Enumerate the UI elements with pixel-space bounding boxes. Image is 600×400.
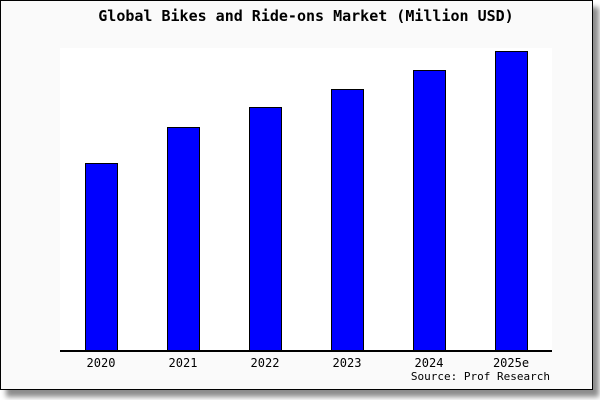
x-tick-2021: 2021: [168, 356, 198, 370]
chart-title: Global Bikes and Ride-ons Market (Millio…: [98, 7, 514, 25]
x-axis-line: [60, 350, 552, 352]
plot-area: [60, 48, 552, 351]
bar-2025e: [494, 51, 528, 351]
chart-canvas: Global Bikes and Ride-ons Market (Millio…: [0, 0, 593, 390]
bar-2022: [248, 107, 282, 351]
x-tick-2023: 2023: [332, 356, 362, 370]
bar-2023: [330, 89, 364, 351]
x-tick-2024: 2024: [414, 356, 444, 370]
x-tick-2022: 2022: [250, 356, 280, 370]
bar-2020: [84, 162, 118, 351]
source-credit: Source: Prof Research: [410, 370, 550, 383]
x-tick-2025e: 2025e: [492, 356, 530, 370]
bar-2024: [412, 69, 446, 351]
bar-2021: [166, 126, 200, 351]
x-tick-2020: 2020: [86, 356, 116, 370]
